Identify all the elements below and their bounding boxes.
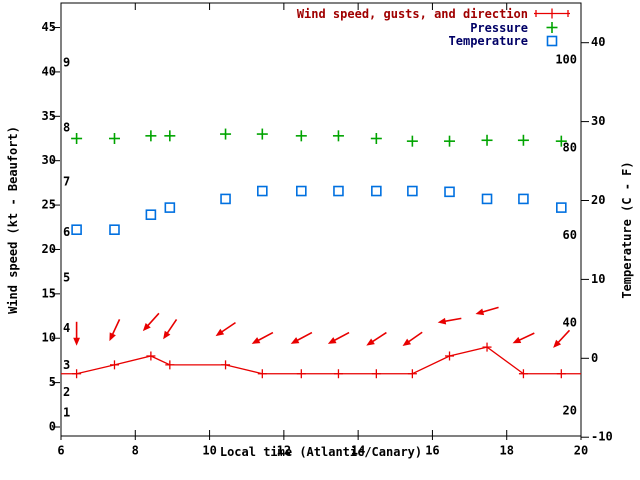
wind-arrow-shaft: [370, 331, 387, 344]
beaufort-label: 4: [63, 321, 70, 335]
left-tick-label: 0: [49, 420, 56, 434]
wind-arrow-head: [73, 337, 80, 346]
wind-arrow-shaft: [145, 312, 160, 328]
left-tick-label: 15: [42, 286, 56, 300]
fahrenheit-label: 40: [563, 316, 577, 330]
left-axis-title: Wind speed (kt - Beaufort): [6, 126, 20, 314]
fahrenheit-label: 20: [563, 403, 577, 417]
left-tick-label: 5: [49, 375, 56, 389]
right-tick-label: 0: [591, 351, 598, 365]
x-tick-label: 6: [57, 444, 64, 458]
temperature-marker: [444, 186, 455, 198]
wind-arrow-shaft: [255, 331, 274, 343]
wind-arrow-head: [163, 330, 171, 340]
wind-arrow-head: [215, 328, 225, 337]
wind-line: [61, 346, 581, 375]
x-tick-label: 20: [574, 444, 588, 458]
beaufort-label: 9: [63, 56, 70, 70]
wind-arrow-shaft: [331, 331, 350, 343]
right-axis-title: Temperature (C - F): [620, 161, 634, 299]
right-tick-label: 10: [591, 272, 605, 286]
temperature-marker: [481, 193, 493, 205]
x-tick-label: 18: [499, 444, 513, 458]
temperature-marker: [164, 202, 176, 213]
beaufort-label: 2: [63, 385, 70, 399]
wind-arrow-head: [553, 339, 562, 348]
wind-arrow-shaft: [165, 318, 178, 336]
wind-arrow-shaft: [110, 319, 121, 337]
wind-arrow-head: [366, 338, 375, 346]
beaufort-label: 1: [63, 405, 70, 419]
fahrenheit-label: 60: [563, 228, 577, 242]
temperature-marker: [71, 224, 82, 235]
wind-arrow-head: [437, 317, 447, 325]
legend-label-wind: Wind speed, gusts, and direction: [296, 7, 528, 21]
left-tick-label: 25: [42, 198, 56, 212]
wind-arrow-head: [251, 337, 261, 344]
wind-arrow-shaft: [219, 321, 236, 334]
wind-arrow-shaft: [406, 331, 423, 344]
plot-border: [60, 2, 582, 437]
legend-temperature-symbol: [546, 35, 558, 47]
x-tick-label: 14: [351, 444, 365, 458]
temperature-marker: [257, 185, 268, 197]
beaufort-label: 6: [63, 225, 70, 239]
temperature-marker: [556, 202, 567, 213]
wind-arrow-shaft: [442, 317, 462, 323]
left-tick-label: 45: [42, 20, 56, 34]
fahrenheit-label: 80: [563, 140, 577, 154]
right-tick-label: -10: [591, 430, 613, 444]
beaufort-label: 8: [63, 120, 70, 134]
wind-arrow-shaft: [516, 332, 535, 342]
wind-arrow-head: [327, 337, 337, 344]
right-tick-label: 40: [591, 35, 605, 49]
x-tick-label: 10: [202, 444, 216, 458]
temperature-marker: [109, 224, 120, 235]
temperature-marker: [407, 185, 418, 197]
wind-arrow-shaft: [480, 306, 499, 314]
x-tick-label: 12: [277, 444, 291, 458]
x-tick-label: 16: [425, 444, 439, 458]
temperature-marker: [333, 185, 344, 197]
fahrenheit-label: 100: [555, 53, 577, 67]
wind-arrow-head: [475, 308, 485, 316]
temperature-marker: [296, 185, 307, 197]
left-tick-label: 40: [42, 64, 56, 78]
beaufort-label: 5: [63, 270, 70, 284]
left-tick-label: 10: [42, 331, 56, 345]
temperature-marker: [518, 193, 529, 205]
wind-arrow-head: [290, 337, 300, 344]
x-tick-label: 8: [132, 444, 139, 458]
wind-arrow-head: [402, 338, 412, 347]
wind-arrow-head: [109, 332, 116, 342]
left-tick-label: 35: [42, 109, 56, 123]
wind-arrow-shaft: [555, 329, 571, 345]
temperature-marker: [145, 209, 157, 221]
wind-arrow-head: [512, 336, 522, 344]
wind-arrow-shaft: [294, 331, 313, 343]
left-tick-label: 30: [42, 153, 56, 167]
temperature-marker: [220, 193, 231, 205]
temperature-marker: [371, 185, 382, 197]
left-tick-label: 20: [42, 242, 56, 256]
beaufort-label: 7: [63, 174, 70, 188]
wind-arrow-head: [142, 322, 151, 332]
legend-label-pressure: Pressure: [470, 21, 528, 35]
right-tick-label: 20: [591, 193, 605, 207]
right-tick-label: 30: [591, 114, 605, 128]
beaufort-label: 3: [63, 358, 70, 372]
x-axis-title: Local time (Atlantic/Canary): [219, 445, 423, 459]
legend-label-temperature: Temperature: [448, 34, 528, 48]
